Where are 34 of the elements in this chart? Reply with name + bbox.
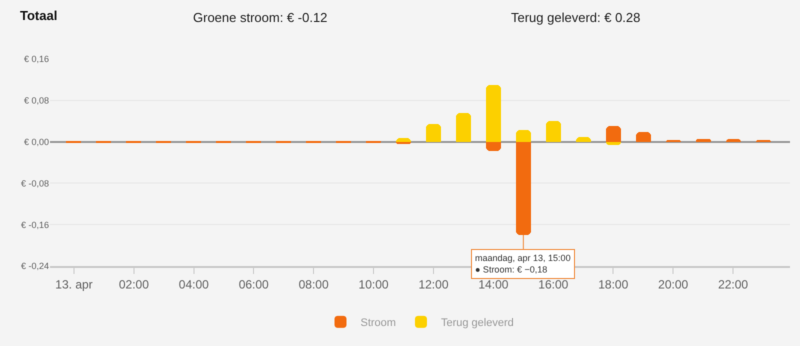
bar (516, 142, 531, 235)
y-tick-label: € -0,24 (20, 261, 49, 272)
x-tick-label: 10:00 (358, 277, 389, 292)
x-tick-label: 20:00 (658, 277, 688, 292)
x-tick-label: 06:00 (238, 277, 270, 292)
bar (696, 139, 711, 142)
y-tick-label: € -0,08 (20, 178, 49, 188)
bar (486, 85, 501, 142)
bar (486, 142, 501, 151)
bar (426, 124, 441, 142)
x-tick-label: 12:00 (418, 277, 449, 292)
bar (546, 121, 561, 142)
bar (516, 130, 531, 142)
y-tick-label: € -0,16 (20, 220, 49, 230)
text: Groene stroom: € -0.12 (193, 10, 328, 25)
y-tick-label: € 0,08 (24, 96, 49, 106)
x-tick-label: 04:00 (178, 277, 210, 292)
bar (606, 126, 621, 142)
y-tick-label: € 0,00 (24, 136, 49, 147)
bar (456, 113, 471, 142)
x-tick-label: 13. apr (55, 277, 93, 292)
x-tick-label: 16:00 (538, 277, 569, 292)
legend-label: Terug geleverd (440, 317, 514, 330)
chart-title: Totaal (20, 8, 58, 24)
x-tick-label: 18:00 (598, 277, 629, 292)
x-tick-label: 08:00 (298, 277, 329, 292)
x-tick-label: 02:00 (118, 277, 150, 292)
bar (636, 132, 651, 142)
y-tick-label: € 0,16 (24, 54, 49, 64)
annotation: maandag, apr 13, 15:00 ● Stroom: € −0,18 (475, 253, 571, 275)
legend-label: Stroom (360, 317, 396, 330)
x-tick-label: 22:00 (718, 277, 748, 292)
text: Terug geleverd: € 0.28 (511, 10, 640, 25)
x-tick-label: 14:00 (478, 277, 509, 292)
